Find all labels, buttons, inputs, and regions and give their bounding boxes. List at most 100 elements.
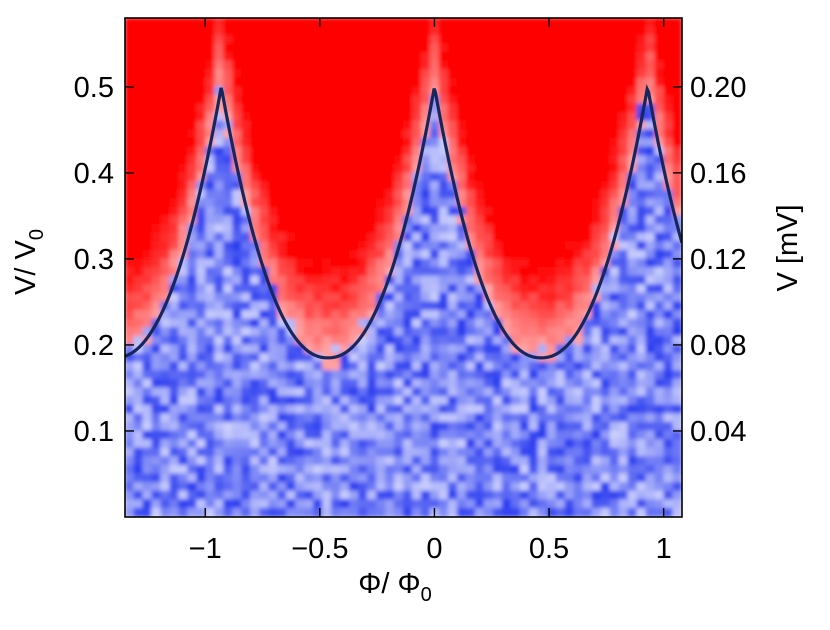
heatmap-cell bbox=[151, 129, 162, 139]
heatmap-cell bbox=[160, 447, 171, 458]
heatmap-cell bbox=[241, 335, 252, 346]
heatmap-cell bbox=[214, 301, 225, 312]
heatmap-cell bbox=[537, 370, 548, 380]
heatmap-cell bbox=[492, 69, 503, 79]
heatmap-cell bbox=[546, 34, 557, 45]
heatmap-cell bbox=[295, 163, 306, 174]
heatmap-cell bbox=[456, 353, 467, 363]
heatmap-cell bbox=[286, 430, 297, 441]
heatmap-cell bbox=[501, 189, 512, 200]
heatmap-cell bbox=[591, 258, 602, 268]
heatmap-cell bbox=[591, 249, 602, 260]
heatmap-cell bbox=[349, 34, 360, 45]
heatmap-cell bbox=[322, 370, 333, 380]
heatmap-cell bbox=[465, 284, 476, 294]
heatmap-cell bbox=[519, 155, 530, 165]
heatmap-cell bbox=[618, 146, 629, 157]
heatmap-cell bbox=[438, 344, 449, 355]
heatmap-cell bbox=[618, 215, 629, 225]
heatmap-cell bbox=[618, 473, 629, 484]
heatmap-cell bbox=[474, 112, 485, 122]
heatmap-cell bbox=[358, 223, 369, 234]
heatmap-cell bbox=[546, 482, 557, 492]
heatmap-cell bbox=[403, 318, 413, 329]
heatmap-cell bbox=[232, 387, 243, 398]
heatmap-cell bbox=[169, 60, 180, 71]
heatmap-cell bbox=[223, 43, 234, 53]
heatmap-cell bbox=[519, 284, 530, 294]
heatmap-cell bbox=[663, 421, 674, 432]
heatmap-cell bbox=[313, 172, 324, 182]
heatmap-cell bbox=[573, 301, 584, 312]
heatmap-cell bbox=[429, 215, 440, 225]
heatmap-cell bbox=[125, 310, 135, 320]
heatmap-cell bbox=[349, 292, 360, 303]
heatmap-cell bbox=[196, 94, 207, 105]
heatmap-cell bbox=[205, 69, 216, 79]
heatmap-cell bbox=[528, 507, 539, 517]
heatmap-cell bbox=[286, 172, 297, 182]
heatmap-cell bbox=[133, 206, 144, 217]
heatmap-cell bbox=[169, 206, 180, 217]
heatmap-cell bbox=[411, 387, 422, 398]
heatmap-cell bbox=[178, 473, 189, 484]
heatmap-cell bbox=[403, 404, 413, 415]
heatmap-cell bbox=[277, 370, 288, 380]
heatmap-cell bbox=[492, 163, 503, 174]
heatmap-cell bbox=[555, 456, 566, 466]
heatmap-cell bbox=[654, 430, 665, 441]
heatmap-cell bbox=[125, 232, 135, 243]
heatmap-cell bbox=[295, 206, 306, 217]
heatmap-cell bbox=[474, 34, 485, 45]
heatmap-cell bbox=[483, 439, 494, 449]
heatmap-cell bbox=[142, 94, 153, 105]
heatmap-cell bbox=[286, 499, 297, 509]
heatmap-cell bbox=[133, 155, 144, 165]
heatmap-cell bbox=[322, 430, 333, 441]
heatmap-cell bbox=[447, 223, 458, 234]
heatmap-cell bbox=[403, 353, 413, 363]
heatmap-cell bbox=[474, 241, 485, 251]
heatmap-cell bbox=[672, 490, 682, 501]
heatmap-cell bbox=[501, 499, 512, 509]
heatmap-cell bbox=[591, 447, 602, 458]
heatmap-cell bbox=[358, 275, 369, 286]
heatmap-cell bbox=[564, 129, 575, 139]
heatmap-cell bbox=[474, 137, 485, 148]
heatmap-cell bbox=[501, 292, 512, 303]
heatmap-cell bbox=[456, 370, 467, 380]
heatmap-cell bbox=[151, 404, 162, 415]
heatmap-cell bbox=[465, 34, 476, 45]
heatmap-cell bbox=[349, 137, 360, 148]
heatmap-cell bbox=[546, 430, 557, 441]
heatmap-cell bbox=[358, 163, 369, 174]
heatmap-cell bbox=[142, 163, 153, 174]
heatmap-cell bbox=[178, 439, 189, 449]
heatmap-cell bbox=[160, 275, 171, 286]
heatmap-cell bbox=[349, 473, 360, 484]
heatmap-cell bbox=[277, 318, 288, 329]
heatmap-cell bbox=[555, 292, 566, 303]
heatmap-cell bbox=[241, 180, 252, 191]
heatmap-cell bbox=[133, 172, 144, 182]
heatmap-cell bbox=[645, 249, 656, 260]
heatmap-cell bbox=[465, 180, 476, 191]
heatmap-cell bbox=[250, 335, 261, 346]
x-tick-label: 0.5 bbox=[529, 533, 569, 565]
heatmap-cell bbox=[367, 361, 378, 372]
heatmap-cell bbox=[519, 198, 530, 208]
heatmap-cell bbox=[654, 490, 665, 501]
heatmap-cell bbox=[519, 456, 530, 466]
heatmap-cell bbox=[420, 353, 431, 363]
heatmap-cell bbox=[214, 198, 225, 208]
heatmap-cell bbox=[645, 206, 656, 217]
heatmap-cell bbox=[277, 77, 288, 88]
heatmap-cell bbox=[555, 507, 566, 517]
heatmap-cell bbox=[636, 353, 647, 363]
heatmap-cell bbox=[429, 258, 440, 268]
heatmap-cell bbox=[573, 507, 584, 517]
heatmap-cell bbox=[663, 51, 674, 62]
heatmap-cell bbox=[367, 439, 378, 449]
heatmap-cell bbox=[142, 456, 153, 466]
heatmap-cell bbox=[429, 120, 440, 131]
